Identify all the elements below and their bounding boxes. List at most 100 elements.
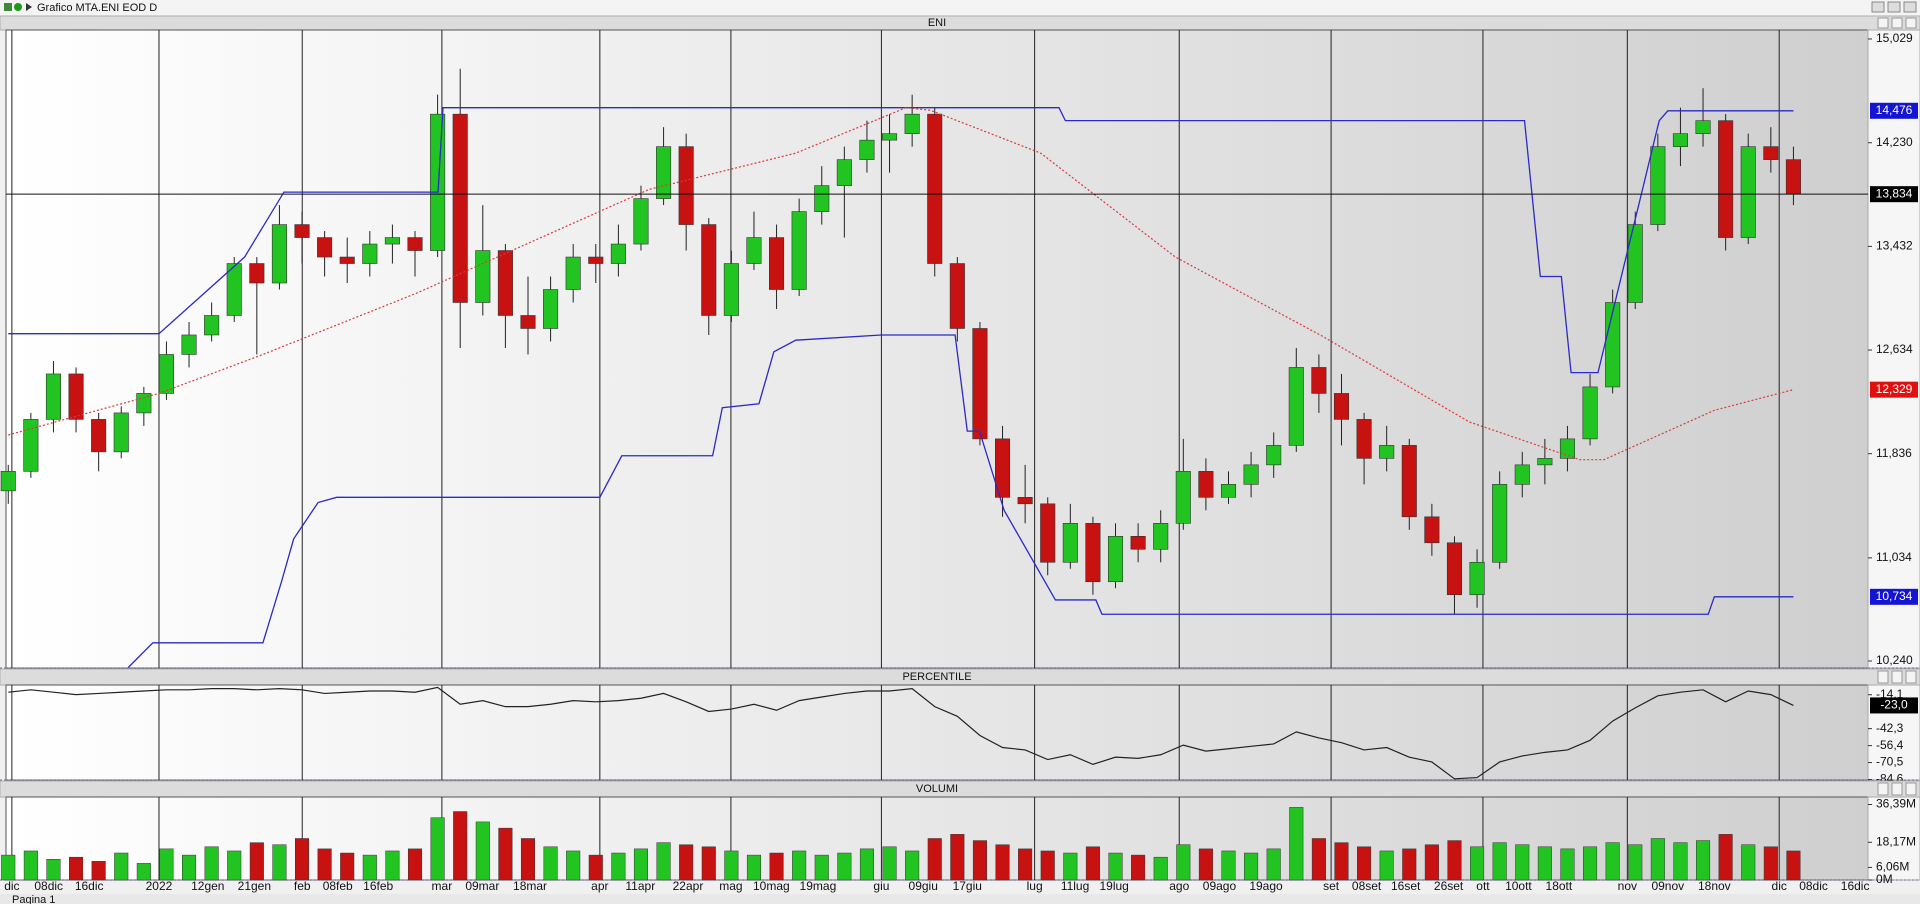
y-tick-label: -70,5 <box>1876 755 1904 769</box>
close-button[interactable] <box>1903 1 1917 13</box>
candle-body <box>1266 445 1282 466</box>
candle-body <box>995 438 1011 498</box>
candle-body <box>588 256 604 264</box>
value-axis <box>1867 796 1920 881</box>
value-axis <box>1867 29 1920 669</box>
volume-bar <box>204 846 219 881</box>
volume-bar <box>1244 852 1259 881</box>
window-icon <box>14 3 22 11</box>
candle-body <box>339 256 355 264</box>
volume-bar <box>1198 848 1213 881</box>
volume-bar <box>972 840 987 881</box>
volume-bar <box>701 846 716 881</box>
volume-bar <box>227 850 242 881</box>
candle-body <box>882 133 898 141</box>
candle-body <box>610 243 626 264</box>
y-tick-label: -56,4 <box>1876 738 1904 752</box>
price-marker-label: -23,0 <box>1880 698 1908 712</box>
volume-bar <box>1063 852 1078 881</box>
price-marker <box>1870 381 1918 398</box>
indicator-line <box>127 334 1794 668</box>
volume-bar <box>679 844 694 881</box>
candle-body <box>204 315 220 336</box>
volume-bar <box>520 838 536 881</box>
candle-body <box>633 198 649 245</box>
candle-body <box>972 328 988 440</box>
maximize-button[interactable] <box>1887 1 1901 13</box>
price-marker-label: 13,834 <box>1876 186 1913 200</box>
candle-body <box>1017 497 1033 505</box>
candle-body <box>1627 224 1643 303</box>
x-minor-tick-label: 10mag <box>753 879 790 893</box>
x-tick-label: mag <box>719 879 742 893</box>
volume-bar <box>1741 844 1756 881</box>
candle-body <box>678 146 694 225</box>
candle-body <box>1107 535 1124 583</box>
volume-bar <box>814 854 829 881</box>
volume-bar <box>1040 850 1055 881</box>
candle-body <box>656 146 672 199</box>
volume-bar <box>385 850 400 881</box>
candle-body <box>1424 516 1440 544</box>
candle-body <box>1605 302 1621 388</box>
volume-bar <box>611 852 626 881</box>
panel-title: VOLUMI <box>916 783 958 795</box>
volume-bar <box>543 846 558 881</box>
candle-body <box>0 471 16 492</box>
volume-bar <box>792 850 807 881</box>
candle-body <box>949 263 965 329</box>
x-minor-tick-label: 17giu <box>953 879 982 893</box>
candle-body <box>927 113 943 264</box>
candle-body <box>1062 523 1078 563</box>
volume-bar <box>1153 856 1168 881</box>
volume-bar <box>114 852 129 881</box>
candle-body <box>1356 419 1372 459</box>
volume-bar <box>1605 842 1620 881</box>
volume-bar <box>182 854 197 881</box>
volume-bar <box>1650 838 1665 881</box>
x-minor-tick-label: 08feb <box>323 879 353 893</box>
y-tick-label: 10,240 <box>1876 653 1913 667</box>
candle-body <box>1582 386 1598 440</box>
window-title: Grafico MTA.ENI EOD D <box>37 2 157 14</box>
candle-body <box>1243 464 1259 485</box>
volume-bar <box>859 848 874 881</box>
price-marker <box>1870 697 1918 714</box>
panel-title: PERCENTILE <box>902 671 971 683</box>
y-tick-label: 18,17M <box>1876 834 1916 848</box>
volume-bar <box>1221 850 1236 881</box>
volume-bar <box>69 856 84 881</box>
candle-body <box>565 256 581 290</box>
volume-bar <box>588 854 603 881</box>
x-minor-tick-label: 26set <box>1434 879 1464 893</box>
indicator-line <box>8 107 1794 374</box>
candle-body <box>23 419 39 472</box>
indicator-line <box>8 686 1794 780</box>
volume-bar <box>1266 848 1281 881</box>
minimize-button[interactable] <box>1871 1 1885 13</box>
candle-body <box>701 224 717 316</box>
candle-body <box>520 315 536 329</box>
x-minor-tick-label: 11apr <box>625 879 655 893</box>
y-tick-label: 15,029 <box>1876 31 1913 45</box>
candle-body <box>1333 393 1350 420</box>
window-buttons[interactable] <box>1871 1 1917 13</box>
x-minor-tick-label: 12gen <box>191 879 224 893</box>
candle-body <box>294 224 310 238</box>
volume-bar <box>633 848 649 881</box>
x-tick-label: 2022 <box>146 879 173 893</box>
x-minor-tick-label: 09nov <box>1651 879 1684 893</box>
candle-body <box>1379 445 1395 459</box>
volume-bar <box>1786 850 1801 881</box>
volume-bar <box>837 852 852 881</box>
volume-bar <box>1131 854 1146 881</box>
y-tick-label: -42,3 <box>1876 721 1904 735</box>
candle-body <box>1718 120 1734 238</box>
y-tick-label: 6,06M <box>1876 860 1909 874</box>
candle-body <box>271 224 287 284</box>
status-text: Pagina 1 <box>12 894 55 904</box>
candle-body <box>452 113 468 303</box>
volume-bar <box>769 852 784 881</box>
x-tick-label: lug <box>1027 879 1043 893</box>
candle-body <box>1650 146 1666 225</box>
